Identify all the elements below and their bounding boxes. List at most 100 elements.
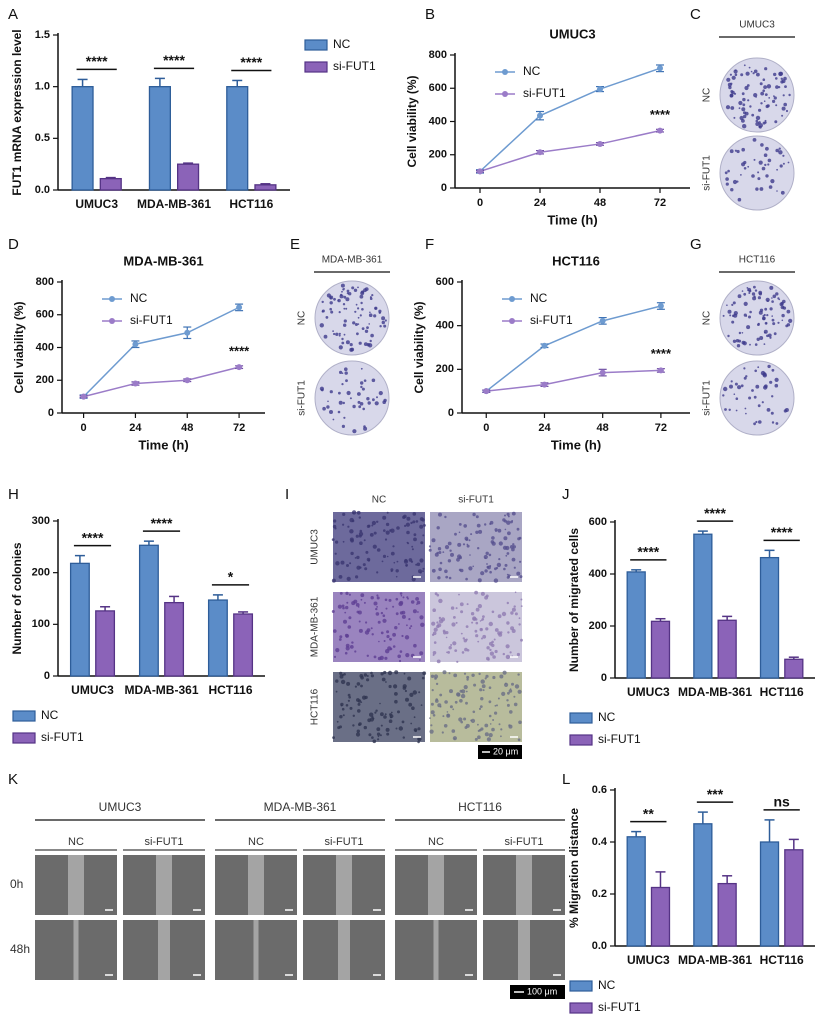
chart-title: HCT116 — [552, 253, 600, 268]
texture-dot — [494, 711, 498, 715]
texture-dot — [394, 692, 398, 696]
texture-dot — [388, 684, 392, 689]
texture-dot — [729, 314, 732, 317]
texture-dot — [370, 674, 374, 678]
texture-dot — [373, 655, 377, 659]
texture-dot — [409, 627, 411, 630]
texture-dot — [419, 558, 424, 563]
scratch-gap — [516, 855, 532, 915]
texture-dot — [335, 332, 339, 336]
texture-dot — [742, 124, 747, 129]
texture-dot — [345, 307, 348, 310]
texture-dot — [329, 390, 333, 394]
texture-dot — [343, 416, 346, 419]
texture-dot — [363, 725, 367, 730]
texture-dot — [375, 709, 378, 712]
texture-dot — [383, 640, 386, 642]
texture-dot — [755, 119, 759, 123]
texture-dot — [389, 529, 392, 532]
texture-dot — [342, 401, 345, 405]
texture-dot — [374, 711, 377, 714]
bar — [626, 571, 646, 679]
texture-dot — [496, 704, 498, 707]
texture-dot — [480, 679, 485, 684]
texture-dot — [465, 690, 468, 693]
legend-label: si-FUT1 — [523, 86, 566, 100]
texture-dot — [414, 729, 418, 733]
texture-dot — [502, 518, 506, 522]
point — [236, 364, 243, 371]
texture-dot — [504, 563, 508, 567]
texture-dot — [485, 627, 489, 631]
texture-dot — [417, 740, 420, 744]
panel-letter: H — [8, 486, 19, 503]
texture-dot — [344, 367, 348, 372]
texture-dot — [329, 297, 332, 300]
texture-dot — [382, 614, 386, 617]
texture-dot — [765, 146, 769, 151]
panel-letter: A — [8, 6, 18, 23]
texture-dot — [338, 575, 343, 579]
texture-dot — [758, 292, 763, 296]
texture-dot — [773, 332, 777, 336]
texture-dot — [397, 654, 402, 659]
point — [657, 127, 663, 134]
texture-dot — [398, 659, 402, 663]
y-tick-label: 0.0 — [592, 940, 607, 952]
texture-dot — [329, 301, 333, 305]
legend-marker — [109, 296, 115, 302]
texture-dot — [751, 292, 756, 296]
texture-dot — [444, 569, 448, 574]
texture-dot — [767, 158, 772, 163]
texture-dot — [460, 610, 464, 614]
texture-dot — [351, 601, 356, 606]
texture-dot — [458, 556, 462, 560]
texture-dot — [386, 630, 390, 634]
texture-dot — [755, 96, 757, 98]
texture-dot — [775, 104, 778, 107]
texture-dot — [769, 380, 773, 384]
y-axis-label: Number of colonies — [10, 542, 24, 654]
texture-dot — [322, 406, 326, 411]
texture-dot — [376, 596, 380, 600]
texture-dot — [743, 167, 747, 170]
texture-dot — [416, 600, 421, 605]
texture-dot — [745, 71, 750, 76]
x-tick-label: 24 — [129, 422, 142, 434]
texture-dot — [402, 596, 405, 599]
texture-dot — [432, 654, 435, 656]
texture-dot — [371, 378, 376, 383]
texture-dot — [738, 331, 742, 335]
texture-dot — [466, 678, 469, 681]
scratch-gap — [336, 855, 352, 915]
texture-dot — [419, 615, 424, 620]
texture-dot — [759, 336, 764, 340]
texture-dot — [385, 649, 390, 654]
texture-dot — [757, 171, 760, 174]
texture-dot — [358, 516, 361, 519]
texture-dot — [417, 737, 421, 741]
texture-dot — [442, 551, 445, 553]
texture-dot — [415, 520, 419, 523]
texture-dot — [422, 671, 427, 676]
texture-dot — [358, 405, 362, 409]
texture-dot — [466, 675, 470, 679]
texture-dot — [344, 611, 347, 614]
texture-dot — [733, 311, 738, 316]
texture-dot — [758, 123, 763, 128]
texture-dot — [325, 316, 329, 319]
bar — [226, 86, 249, 191]
bar — [717, 882, 737, 947]
texture-dot — [382, 618, 387, 623]
texture-dot — [517, 689, 522, 694]
texture-dot — [741, 107, 746, 112]
texture-dot — [778, 298, 781, 301]
texture-dot — [776, 190, 778, 192]
texture-dot — [416, 562, 421, 567]
texture-dot — [766, 84, 772, 89]
scale-label: 20 μm — [493, 746, 518, 756]
texture-dot — [397, 710, 400, 714]
texture-dot — [747, 99, 750, 102]
texture-dot — [505, 545, 510, 551]
y-tick-label: 400 — [436, 320, 454, 332]
